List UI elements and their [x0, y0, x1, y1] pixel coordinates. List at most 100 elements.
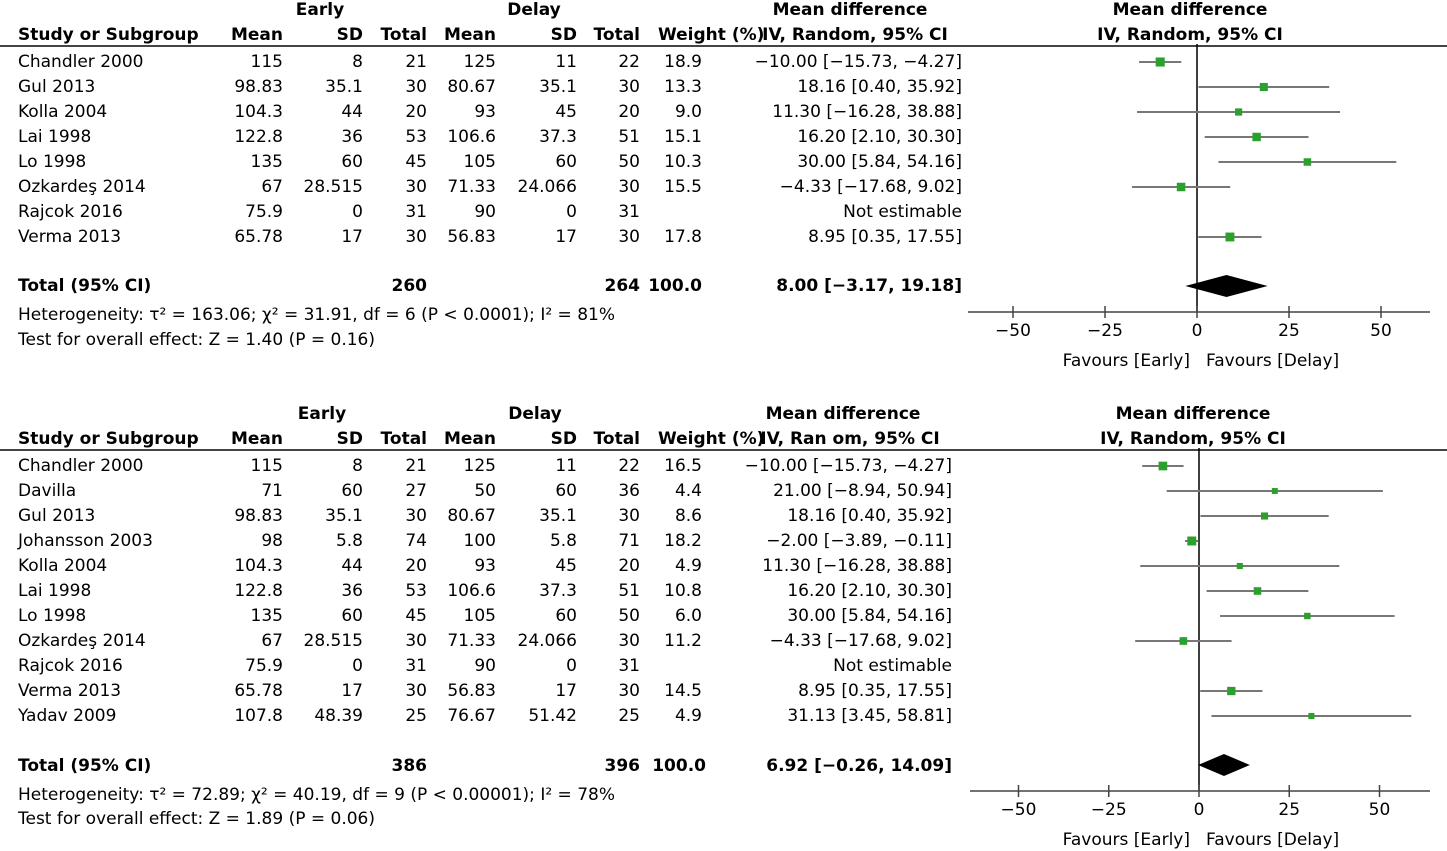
cell-sd-d: 35.1 — [539, 506, 577, 526]
study-marker — [1227, 686, 1236, 696]
total-label: Total (95% CI) — [18, 756, 152, 776]
heterogeneity-stats: Heterogeneity: τ² = 163.06; χ² = 31.91, … — [18, 305, 615, 325]
cell-mean-e: 135 — [250, 152, 283, 172]
cell-total-e: 30 — [405, 631, 427, 651]
col-study-header: Study or Subgroup — [18, 429, 199, 449]
cell-total-e: 53 — [405, 581, 427, 601]
cell-total-e: 31 — [405, 656, 427, 676]
cell-sd-e: 60 — [341, 481, 363, 501]
heterogeneity-stats: Heterogeneity: τ² = 72.89; χ² = 40.19, d… — [18, 785, 615, 805]
cell-mean-d: 106.6 — [447, 127, 496, 147]
plot-header-sub: IV, Random, 95% CI — [1097, 25, 1283, 45]
plot-header-title: Mean difference — [1115, 404, 1271, 424]
cell-weight: 4.4 — [674, 481, 702, 501]
cell-mean-d: 106.6 — [447, 581, 496, 601]
cell-mean-d: 105 — [463, 606, 496, 626]
study-marker — [1187, 536, 1197, 546]
cell-ci: −2.00 [−3.89, −0.11] — [766, 531, 952, 551]
cell-sd-d: 17 — [555, 227, 577, 247]
overall-effect-test: Test for overall effect: Z = 1.89 (P = 0… — [18, 809, 375, 829]
cell-mean-e: 98 — [261, 531, 283, 551]
cell-ci: 18.16 [0.40, 35.92] — [797, 77, 962, 97]
x-tick-label: 25 — [1278, 321, 1300, 341]
study-marker — [1155, 57, 1165, 67]
total-delay: 264 — [604, 276, 641, 296]
total-delay: 396 — [604, 756, 641, 776]
col-study-header: Study or Subgroup — [18, 25, 199, 45]
cell-ci: −4.33 [−17.68, 9.02] — [779, 177, 962, 197]
cell-sd-d: 45 — [555, 102, 577, 122]
cell-study: Verma 2013 — [18, 227, 122, 247]
cell-mean-d: 71.33 — [447, 177, 496, 197]
col-sd-early-header: SD — [336, 25, 363, 45]
cell-sd-d: 24.066 — [517, 177, 577, 197]
cell-ci: 30.00 [5.84, 54.16] — [787, 606, 952, 626]
col-weight-header: Weight (%) — [658, 429, 765, 449]
cell-total-e: 45 — [405, 152, 427, 172]
x-tick-label: 0 — [1192, 321, 1203, 341]
x-tick-label: −25 — [1087, 321, 1123, 341]
cell-mean-d: 56.83 — [447, 227, 496, 247]
cell-mean-d: 71.33 — [447, 631, 496, 651]
cell-study: Rajcok 2016 — [18, 202, 123, 222]
cell-sd-d: 24.066 — [517, 631, 577, 651]
cell-mean-d: 125 — [463, 52, 496, 72]
cell-mean-e: 104.3 — [234, 556, 283, 576]
cell-ci: −10.00 [−15.73, −4.27] — [754, 52, 962, 72]
x-tick-label: 25 — [1278, 800, 1300, 820]
cell-total-e: 31 — [405, 202, 427, 222]
total-ci: 6.92 [−0.26, 14.09] — [766, 756, 952, 776]
cell-mean-d: 76.67 — [447, 706, 496, 726]
col-weight-header: Weight (%) — [658, 25, 765, 45]
forest-panel-2: Early Delay Mean difference Mean differe… — [0, 404, 1447, 851]
cell-sd-e: 8 — [352, 456, 363, 476]
overall-effect-test: Test for overall effect: Z = 1.40 (P = 0… — [18, 330, 375, 350]
cell-mean-d: 125 — [463, 456, 496, 476]
favours-early-label: Favours [Early] — [1062, 830, 1190, 850]
cell-total-e: 20 — [405, 102, 427, 122]
col-mean-early-header: Mean — [230, 429, 283, 449]
cell-ci: 21.00 [−8.94, 50.94] — [773, 481, 952, 501]
x-tick-label: −50 — [995, 321, 1031, 341]
study-marker — [1179, 637, 1188, 645]
x-tick-label: 50 — [1370, 321, 1392, 341]
cell-study: Gul 2013 — [18, 77, 96, 97]
cell-weight: 10.8 — [664, 581, 702, 601]
cell-mean-e: 75.9 — [245, 202, 283, 222]
cell-weight: 9.0 — [674, 102, 702, 122]
cell-mean-e: 104.3 — [234, 102, 283, 122]
study-marker — [1236, 562, 1243, 570]
favours-early-label: Favours [Early] — [1062, 351, 1190, 371]
cell-mean-e: 65.78 — [234, 681, 283, 701]
study-marker — [1158, 461, 1168, 471]
study-marker — [1225, 232, 1235, 242]
col-sd-early-header: SD — [336, 429, 363, 449]
cell-mean-d: 105 — [463, 152, 496, 172]
cell-ci: 8.95 [0.35, 17.55] — [798, 681, 952, 701]
cell-mean-e: 122.8 — [234, 127, 283, 147]
cell-sd-e: 17 — [341, 681, 363, 701]
md-header-sub: IV, Random, 95% CI — [762, 25, 948, 45]
cell-study: Verma 2013 — [18, 681, 122, 701]
cell-weight: 8.6 — [674, 506, 702, 526]
cell-ci: −10.00 [−15.73, −4.27] — [744, 456, 952, 476]
x-tick-label: −25 — [1091, 800, 1127, 820]
cell-total-e: 53 — [405, 127, 427, 147]
cell-total-d: 51 — [618, 127, 640, 147]
cell-study: Kolla 2004 — [18, 556, 108, 576]
cell-study: Chandler 2000 — [18, 52, 144, 72]
cell-mean-d: 93 — [474, 102, 496, 122]
group-header-delay: Delay — [507, 0, 561, 20]
cell-mean-d: 80.67 — [447, 506, 496, 526]
study-marker — [1252, 132, 1261, 142]
cell-total-d: 30 — [618, 177, 640, 197]
cell-study: Kolla 2004 — [18, 102, 108, 122]
cell-total-d: 31 — [618, 656, 640, 676]
plot-header-title: Mean difference — [1112, 0, 1268, 20]
study-marker — [1253, 587, 1262, 595]
cell-sd-d: 37.3 — [539, 581, 577, 601]
md-header-title: Mean difference — [772, 0, 928, 20]
cell-sd-d: 60 — [555, 152, 577, 172]
cell-sd-e: 0 — [352, 656, 363, 676]
cell-weight: 15.5 — [664, 177, 702, 197]
